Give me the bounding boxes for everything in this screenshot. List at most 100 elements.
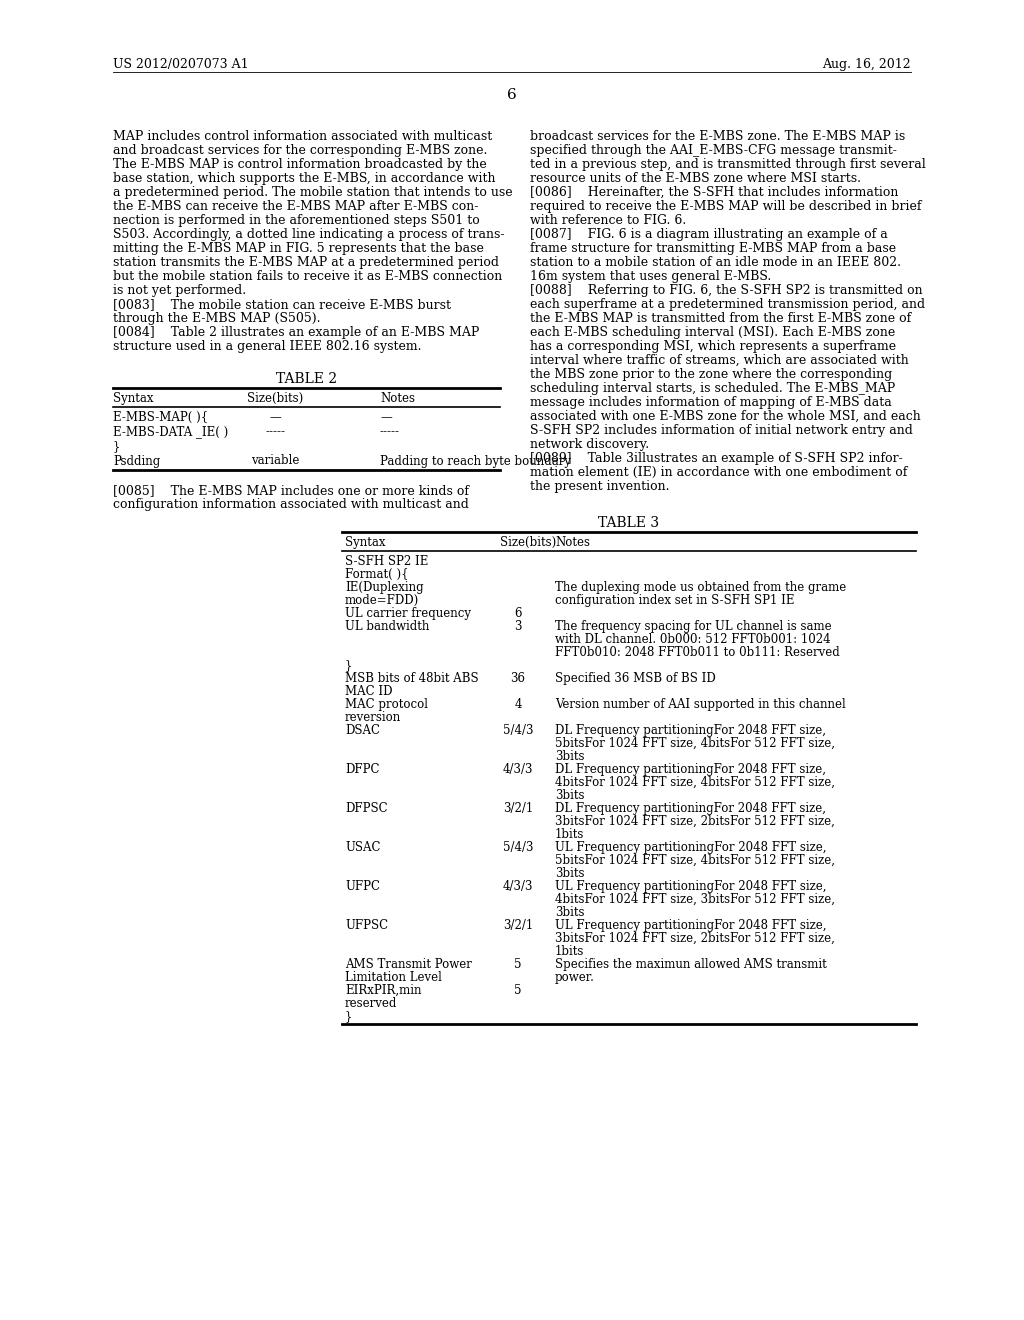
Text: 1bits: 1bits: [555, 828, 585, 841]
Text: MAC protocol: MAC protocol: [345, 698, 428, 711]
Text: [0089]    Table 3illustrates an example of S-SFH SP2 infor-: [0089] Table 3illustrates an example of …: [530, 451, 903, 465]
Text: 5/4/3: 5/4/3: [503, 841, 534, 854]
Text: 3bitsFor 1024 FFT size, 2bitsFor 512 FFT size,: 3bitsFor 1024 FFT size, 2bitsFor 512 FFT…: [555, 932, 835, 945]
Text: S503. Accordingly, a dotted line indicating a process of trans-: S503. Accordingly, a dotted line indicat…: [113, 228, 505, 242]
Text: Syntax: Syntax: [113, 392, 154, 405]
Text: The duplexing mode us obtained from the grame: The duplexing mode us obtained from the …: [555, 581, 846, 594]
Text: configuration information associated with multicast and: configuration information associated wit…: [113, 498, 469, 511]
Text: 3bitsFor 1024 FFT size, 2bitsFor 512 FFT size,: 3bitsFor 1024 FFT size, 2bitsFor 512 FFT…: [555, 814, 835, 828]
Text: S-SFH SP2 IE: S-SFH SP2 IE: [345, 554, 428, 568]
Text: 3/2/1: 3/2/1: [503, 803, 534, 814]
Text: mode=FDD): mode=FDD): [345, 594, 419, 607]
Text: [0084]    Table 2 illustrates an example of an E-MBS MAP: [0084] Table 2 illustrates an example of…: [113, 326, 479, 339]
Text: Version number of AAI supported in this channel: Version number of AAI supported in this …: [555, 698, 846, 711]
Text: 4/3/3: 4/3/3: [503, 763, 534, 776]
Text: mation element (IE) in accordance with one embodiment of: mation element (IE) in accordance with o…: [530, 466, 907, 479]
Text: DFPSC: DFPSC: [345, 803, 388, 814]
Text: Specifies the maximun allowed AMS transmit: Specifies the maximun allowed AMS transm…: [555, 958, 826, 972]
Text: 3: 3: [514, 620, 522, 634]
Text: The frequency spacing for UL channel is same: The frequency spacing for UL channel is …: [555, 620, 831, 634]
Text: DSAC: DSAC: [345, 723, 380, 737]
Text: required to receive the E-MBS MAP will be described in brief: required to receive the E-MBS MAP will b…: [530, 201, 922, 213]
Text: scheduling interval starts, is scheduled. The E-MBS_MAP: scheduling interval starts, is scheduled…: [530, 381, 895, 395]
Text: configuration index set in S-SFH SP1 IE: configuration index set in S-SFH SP1 IE: [555, 594, 795, 607]
Text: 5: 5: [514, 983, 522, 997]
Text: The E-MBS MAP is control information broadcasted by the: The E-MBS MAP is control information bro…: [113, 158, 486, 172]
Text: message includes information of mapping of E-MBS data: message includes information of mapping …: [530, 396, 892, 409]
Text: a predetermined period. The mobile station that intends to use: a predetermined period. The mobile stati…: [113, 186, 513, 199]
Text: Padding to reach byte boundary: Padding to reach byte boundary: [380, 454, 571, 467]
Text: 4/3/3: 4/3/3: [503, 880, 534, 894]
Text: DL Frequency partitioningFor 2048 FFT size,: DL Frequency partitioningFor 2048 FFT si…: [555, 763, 826, 776]
Text: MAP includes control information associated with multicast: MAP includes control information associa…: [113, 129, 493, 143]
Text: mitting the E-MBS MAP in FIG. 5 represents that the base: mitting the E-MBS MAP in FIG. 5 represen…: [113, 242, 484, 255]
Text: DL Frequency partitioningFor 2048 FFT size,: DL Frequency partitioningFor 2048 FFT si…: [555, 803, 826, 814]
Text: through the E-MBS MAP (S505).: through the E-MBS MAP (S505).: [113, 312, 321, 325]
Text: FFT0b010: 2048 FFT0b011 to 0b111: Reserved: FFT0b010: 2048 FFT0b011 to 0b111: Reserv…: [555, 645, 840, 659]
Text: }: }: [345, 1010, 352, 1023]
Text: Aug. 16, 2012: Aug. 16, 2012: [822, 58, 911, 71]
Text: 4: 4: [514, 698, 522, 711]
Text: resource units of the E-MBS zone where MSI starts.: resource units of the E-MBS zone where M…: [530, 172, 861, 185]
Text: 5bitsFor 1024 FFT size, 4bitsFor 512 FFT size,: 5bitsFor 1024 FFT size, 4bitsFor 512 FFT…: [555, 854, 835, 867]
Text: UFPC: UFPC: [345, 880, 380, 894]
Text: TABLE 3: TABLE 3: [598, 516, 659, 531]
Text: structure used in a general IEEE 802.16 system.: structure used in a general IEEE 802.16 …: [113, 341, 422, 352]
Text: [0086]    Hereinafter, the S-SFH that includes information: [0086] Hereinafter, the S-SFH that inclu…: [530, 186, 898, 199]
Text: UFPSC: UFPSC: [345, 919, 388, 932]
Text: MAC ID: MAC ID: [345, 685, 392, 698]
Text: E-MBS-DATA _IE( ): E-MBS-DATA _IE( ): [113, 425, 228, 438]
Text: Format( ){: Format( ){: [345, 568, 409, 581]
Text: S-SFH SP2 includes information of initial network entry and: S-SFH SP2 includes information of initia…: [530, 424, 912, 437]
Text: station transmits the E-MBS MAP at a predetermined period: station transmits the E-MBS MAP at a pre…: [113, 256, 499, 269]
Text: }: }: [345, 659, 352, 672]
Text: 1bits: 1bits: [555, 945, 585, 958]
Text: interval where traffic of streams, which are associated with: interval where traffic of streams, which…: [530, 354, 908, 367]
Text: Notes: Notes: [380, 392, 415, 405]
Text: [0083]    The mobile station can receive E-MBS burst: [0083] The mobile station can receive E-…: [113, 298, 451, 312]
Text: UL Frequency partitioningFor 2048 FFT size,: UL Frequency partitioningFor 2048 FFT si…: [555, 841, 826, 854]
Text: MSB bits of 48bit ABS: MSB bits of 48bit ABS: [345, 672, 478, 685]
Text: Limitation Level: Limitation Level: [345, 972, 442, 983]
Text: associated with one E-MBS zone for the whole MSI, and each: associated with one E-MBS zone for the w…: [530, 411, 921, 422]
Text: Specified 36 MSB of BS ID: Specified 36 MSB of BS ID: [555, 672, 716, 685]
Text: 3bits: 3bits: [555, 906, 585, 919]
Text: UL Frequency partitioningFor 2048 FFT size,: UL Frequency partitioningFor 2048 FFT si…: [555, 880, 826, 894]
Text: US 2012/0207073 A1: US 2012/0207073 A1: [113, 58, 249, 71]
Text: station to a mobile station of an idle mode in an IEEE 802.: station to a mobile station of an idle m…: [530, 256, 901, 269]
Text: the MBS zone prior to the zone where the corresponding: the MBS zone prior to the zone where the…: [530, 368, 892, 381]
Text: -----: -----: [265, 425, 285, 438]
Text: Size(bits): Size(bits): [500, 536, 556, 549]
Text: UL carrier frequency: UL carrier frequency: [345, 607, 471, 620]
Text: broadcast services for the E-MBS zone. The E-MBS MAP is: broadcast services for the E-MBS zone. T…: [530, 129, 905, 143]
Text: Size(bits): Size(bits): [247, 392, 303, 405]
Text: UL Frequency partitioningFor 2048 FFT size,: UL Frequency partitioningFor 2048 FFT si…: [555, 919, 826, 932]
Text: 5bitsFor 1024 FFT size, 4bitsFor 512 FFT size,: 5bitsFor 1024 FFT size, 4bitsFor 512 FFT…: [555, 737, 835, 750]
Text: reserved: reserved: [345, 997, 397, 1010]
Text: nection is performed in the aforementioned steps S501 to: nection is performed in the aforemention…: [113, 214, 480, 227]
Text: [0087]    FIG. 6 is a diagram illustrating an example of a: [0087] FIG. 6 is a diagram illustrating …: [530, 228, 888, 242]
Text: each E-MBS scheduling interval (MSI). Each E-MBS zone: each E-MBS scheduling interval (MSI). Ea…: [530, 326, 895, 339]
Text: ted in a previous step, and is transmitted through first several: ted in a previous step, and is transmitt…: [530, 158, 926, 172]
Text: Notes: Notes: [555, 536, 590, 549]
Text: but the mobile station fails to receive it as E-MBS connection: but the mobile station fails to receive …: [113, 271, 502, 282]
Text: is not yet performed.: is not yet performed.: [113, 284, 246, 297]
Text: EIRxPIR,min: EIRxPIR,min: [345, 983, 422, 997]
Text: power.: power.: [555, 972, 595, 983]
Text: -----: -----: [380, 425, 400, 438]
Text: 3/2/1: 3/2/1: [503, 919, 534, 932]
Text: 5: 5: [514, 958, 522, 972]
Text: 3bits: 3bits: [555, 789, 585, 803]
Text: and broadcast services for the corresponding E-MBS zone.: and broadcast services for the correspon…: [113, 144, 487, 157]
Text: with reference to FIG. 6.: with reference to FIG. 6.: [530, 214, 686, 227]
Text: DL Frequency partitioningFor 2048 FFT size,: DL Frequency partitioningFor 2048 FFT si…: [555, 723, 826, 737]
Text: Psdding: Psdding: [113, 454, 160, 467]
Text: reversion: reversion: [345, 711, 401, 723]
Text: USAC: USAC: [345, 841, 381, 854]
Text: [0088]    Referring to FIG. 6, the S-SFH SP2 is transmitted on: [0088] Referring to FIG. 6, the S-SFH SP…: [530, 284, 923, 297]
Text: UL bandwidth: UL bandwidth: [345, 620, 429, 634]
Text: —: —: [269, 411, 281, 424]
Text: TABLE 2: TABLE 2: [275, 372, 337, 385]
Text: E-MBS-MAP( ){: E-MBS-MAP( ){: [113, 411, 208, 424]
Text: }: }: [113, 440, 121, 453]
